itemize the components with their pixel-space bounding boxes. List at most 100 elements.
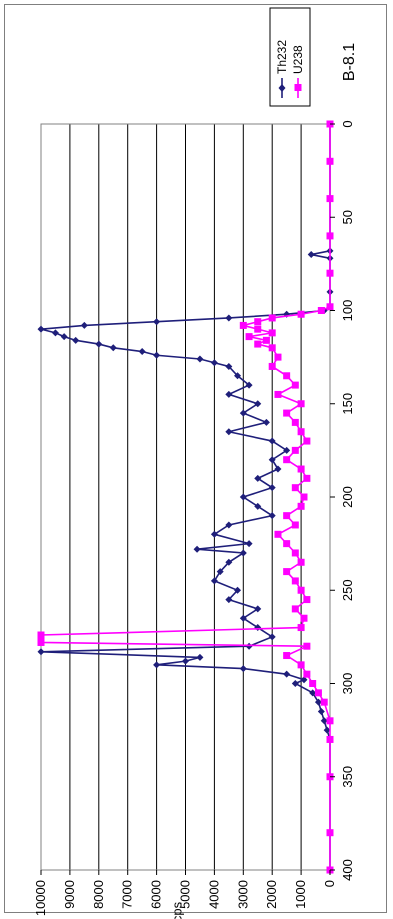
data-point [300,493,308,501]
data-point [297,310,305,318]
y-tick-label: 6000 [149,880,164,909]
data-point [291,446,299,454]
data-point [37,648,45,656]
data-point [283,512,291,520]
data-point [239,665,247,673]
data-point [153,661,161,669]
data-point [326,717,334,725]
data-point [196,355,204,363]
series-line [40,124,331,870]
legend-label: Th232 [275,40,289,74]
data-point [283,456,291,464]
y-tick-label: 4000 [206,880,221,909]
data-point [254,340,262,348]
data-point [291,680,299,687]
data-point [225,362,233,370]
data-point [268,329,276,337]
data-point [303,642,311,650]
data-point [109,344,117,352]
x-tick-label: 250 [340,579,355,601]
data-point [193,545,201,553]
data-point [283,652,291,660]
series-Th232 [37,120,334,874]
data-point [274,353,282,361]
data-point [291,484,299,492]
y-tick-label: 1000 [293,880,308,909]
data-point [95,340,103,348]
x-tick-label: 350 [340,766,355,788]
y-tick-label: 5000 [178,880,193,909]
data-point [326,303,334,311]
x-tick-label: 400 [340,859,355,881]
data-point [297,661,305,669]
chart-frame [4,4,387,913]
legend-marker [294,84,302,91]
legend-marker [278,84,286,92]
legend: Th232 U238 [269,7,311,107]
data-point [254,318,262,326]
data-point [182,657,189,665]
data-point [326,157,334,165]
data-point [297,465,305,473]
data-point [291,605,299,613]
data-point [300,676,308,684]
chart-title: B-8.1 [341,43,358,81]
data-point [254,400,262,408]
data-point [291,418,299,426]
y-tick-label: 2000 [264,880,279,909]
y-tick-label: 9000 [62,880,77,909]
x-tick-label: 200 [340,486,355,508]
data-point [254,605,262,613]
data-point [326,735,334,743]
data-point [326,195,334,203]
data-point [210,577,218,585]
x-tick-label: 0 [340,120,355,127]
data-point [245,381,253,389]
data-point [309,680,317,687]
data-point [291,577,299,585]
data-point [291,549,299,557]
data-point [254,474,262,482]
data-point [326,829,334,837]
data-point [234,586,242,594]
data-point [245,642,253,650]
data-point [283,540,291,548]
data-point [303,474,311,482]
data-point [239,549,247,557]
tick-labels: 0100020003000400050006000700080009000100… [33,120,355,916]
data-point [196,653,204,661]
legend-box [269,7,311,107]
data-point [291,521,299,529]
data-point [210,359,218,367]
x-tick-label: 150 [340,393,355,415]
data-point [326,269,334,277]
data-point [37,638,45,646]
data-point [300,614,308,622]
data-point [283,446,291,454]
data-point [320,698,328,706]
data-point [268,362,276,370]
data-point [283,568,291,576]
data-point [254,502,262,510]
x-tick-label: 300 [340,673,355,695]
data-point [254,325,262,333]
data-point [303,670,311,678]
data-point [210,530,218,538]
data-point [262,336,270,344]
series-layer [37,120,334,874]
data-point [239,614,247,622]
y-tick-label: 8000 [91,880,106,909]
data-point [297,624,305,632]
x-tick-label: 50 [340,210,355,224]
data-point [283,372,291,380]
data-point [51,329,59,337]
data-point [268,437,276,445]
data-point [303,596,311,604]
data-point [291,381,299,389]
data-point [225,428,233,436]
data-point [274,465,282,473]
data-point [283,670,291,678]
data-point [80,321,88,329]
data-point [239,493,247,501]
data-point [216,568,224,576]
